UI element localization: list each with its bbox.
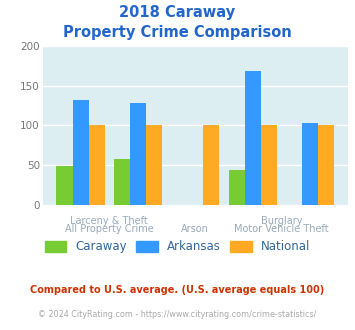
Text: Property Crime Comparison: Property Crime Comparison	[63, 25, 292, 40]
Bar	[130, 103, 146, 205]
Legend: Caraway, Arkansas, National: Caraway, Arkansas, National	[40, 236, 315, 258]
Bar	[302, 123, 318, 205]
Bar	[229, 170, 245, 205]
Text: Arson: Arson	[181, 224, 209, 234]
Text: Compared to U.S. average. (U.S. average equals 100): Compared to U.S. average. (U.S. average …	[31, 285, 324, 295]
Bar	[56, 166, 72, 205]
Bar	[245, 71, 261, 205]
Text: Burglary: Burglary	[261, 216, 302, 226]
Text: © 2024 CityRating.com - https://www.cityrating.com/crime-statistics/: © 2024 CityRating.com - https://www.city…	[38, 310, 317, 319]
Text: All Property Crime: All Property Crime	[65, 224, 154, 234]
Bar	[89, 125, 105, 205]
Bar	[146, 125, 162, 205]
Text: Motor Vehicle Theft: Motor Vehicle Theft	[234, 224, 329, 234]
Bar	[203, 125, 219, 205]
Bar	[72, 100, 89, 205]
Bar	[114, 159, 130, 205]
Text: 2018 Caraway: 2018 Caraway	[119, 5, 236, 20]
Bar	[261, 125, 277, 205]
Text: Larceny & Theft: Larceny & Theft	[70, 216, 148, 226]
Bar	[318, 125, 334, 205]
